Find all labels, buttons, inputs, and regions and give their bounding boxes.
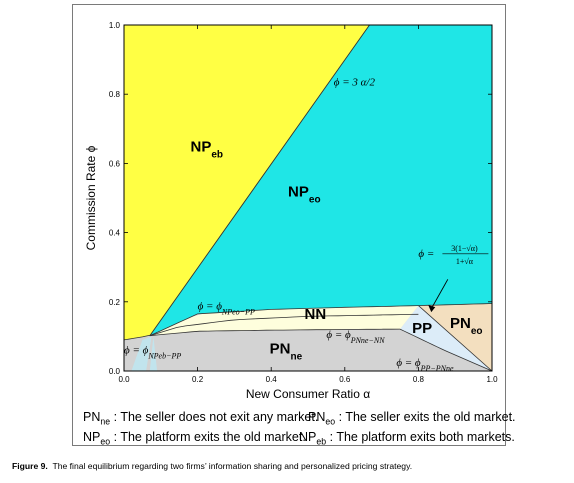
legend-np-eo: NPeo : The platform exits the old market… [83,430,306,447]
x-axis-label: New Consumer Ratio α [246,387,370,401]
line-phi-3alpha-2 [149,24,370,336]
legend-np-eb-text: : The platform exits both markets. [329,430,515,444]
y-tick-label: 1.0 [109,21,121,30]
plot-area-frame [123,24,493,372]
formula-numerator: 3(1−√α) [451,244,478,253]
legend-pn-ne-label: PN [83,410,101,424]
legend-np-eb-label: NP [299,430,317,444]
x-tick-label: 0.6 [339,375,351,384]
x-tick-label: 0.4 [266,375,278,384]
y-axis-label: Commission Rate ϕ [84,145,98,250]
annotation-sub: NPeo−PP [221,307,255,316]
region-label-sub: eo [309,194,321,205]
legend-pn-eo-text: : The seller exits the old market. [338,410,516,424]
formula-arrowhead [428,305,436,313]
annotation-sub: PP−PNne [420,363,454,372]
annotation-0: ϕ = 3 α/2 [334,77,376,89]
line-pp-upper [418,305,493,372]
legend-pn-ne: PNne : The seller does not exit any mark… [83,410,318,427]
line-upper-curve [123,303,493,341]
legend-np-eb-sub: eb [316,436,327,447]
x-tick-label: 0.8 [413,375,425,384]
line-pp-pn-ne [399,328,493,372]
legend-np-eo-sub: eo [100,436,111,447]
line-pn-ne-nn [149,328,401,337]
region-np-eb [124,25,370,340]
region-label-pp: PP [412,320,432,337]
x-tick-label: 0.2 [192,375,204,384]
region-label-sub: eo [471,325,483,336]
caption-text: The final equilibrium regarding two firm… [52,461,413,471]
line-np-eo-pp [149,313,419,337]
annotation-sub: PNne−NN [350,336,386,345]
region-label-sub: ne [291,351,303,362]
annotation-5: ϕ = [418,248,434,260]
equilibrium-plot: 0.0 0.2 0.4 0.6 0.8 1.0 0.0 0.2 0.4 0.6 0.8 1.0 New … [84,21,498,401]
legend-pn-eo-label: PN [308,410,326,424]
legend-pn-eo-sub: eo [325,416,336,427]
formula-denominator: 1+√α [456,257,474,266]
y-tick-label: 0.0 [109,367,121,376]
y-tick-label: 0.2 [109,298,121,307]
region-pp [400,305,492,371]
legend-pn-eo: PNeo : The seller exits the old market. [308,410,516,427]
y-tick-label: 0.8 [109,90,121,99]
formula-arrow [430,279,449,309]
legend-np-eb: NPeb : The platform exits both markets. [299,430,515,447]
region-label-nn: NN [305,306,327,323]
annotation-sub: NPeb−PP [147,351,181,360]
region-label-sub: eb [211,149,223,160]
legend-pn-ne-sub: ne [100,416,111,427]
region-small-pp [131,336,152,371]
y-tick-label: 0.4 [109,229,121,238]
figure-caption: Figure 9. The final equilibrium regardin… [12,461,412,471]
legend-np-eo-text: : The platform exits the old market. [113,430,306,444]
region-small-pp-2 [149,336,158,371]
legend-pn-ne-text: : The seller does not exit any market. [113,410,319,424]
x-tick-label: 1.0 [486,375,498,384]
figure-frame: 0.0 0.2 0.4 0.6 0.8 1.0 0.0 0.2 0.4 0.6 0.8 1.0 New … [72,4,516,447]
y-tick-label: 0.6 [109,159,121,168]
caption-prefix: Figure 9. [12,461,48,471]
x-tick-label: 0.0 [118,375,130,384]
legend-np-eo-label: NP [83,430,101,444]
